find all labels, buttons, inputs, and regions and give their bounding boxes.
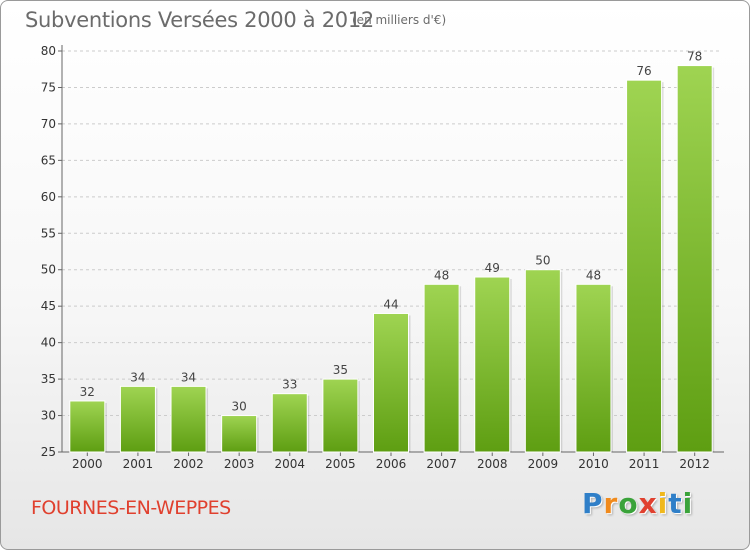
bar	[119, 385, 156, 453]
x-tick-label: 2005	[325, 457, 356, 471]
y-tick-label: 35	[41, 372, 56, 386]
y-tick-label: 60	[41, 190, 56, 204]
y-tick-label: 65	[41, 153, 56, 167]
data-label: 48	[586, 268, 601, 282]
data-label: 33	[282, 378, 297, 392]
bar	[221, 415, 258, 453]
tick-labels: 25 30 35 40 45 50 55 60 65 70 75 80 2000 2001 2002 2003…	[41, 44, 710, 471]
x-tick-label: 2009	[528, 457, 559, 471]
logo-letter: i	[657, 487, 669, 520]
x-tick-label: 2001	[123, 457, 154, 471]
x-tick-label: 2011	[629, 457, 660, 471]
x-tick-label: 2006	[376, 457, 407, 471]
bar	[474, 276, 511, 453]
y-tick-label: 50	[41, 263, 56, 277]
bar	[170, 385, 207, 453]
data-label: 44	[383, 297, 398, 311]
logo-letter: t	[668, 487, 683, 520]
data-label: 50	[535, 254, 550, 268]
bar	[423, 283, 460, 453]
x-tick-label: 2004	[274, 457, 305, 471]
chart-title: Subventions Versées 2000 à 2012	[25, 8, 374, 32]
bar	[676, 65, 713, 453]
data-label: 78	[687, 50, 702, 64]
bar	[69, 400, 106, 453]
y-tick-label: 45	[41, 299, 56, 313]
data-label: 76	[636, 64, 651, 78]
x-tick-label: 2010	[578, 457, 609, 471]
data-labels: 32 34 34 30 33 35 44 48 49 50 48 76 78	[80, 50, 703, 414]
chart-unit: (en milliers d'€)	[352, 13, 447, 27]
y-tick-label: 55	[41, 226, 56, 240]
logo-letter: o	[618, 487, 639, 520]
data-label: 34	[181, 370, 196, 384]
y-tick-label: 30	[41, 409, 56, 423]
bar	[271, 393, 308, 453]
data-label: 34	[130, 370, 145, 384]
proxiti-logo: Proxiti	[582, 487, 693, 520]
data-label: 49	[485, 261, 500, 275]
bars	[69, 65, 715, 453]
x-tick-label: 2003	[224, 457, 255, 471]
x-tick-label: 2012	[679, 457, 710, 471]
bar	[373, 312, 409, 453]
logo-letter: r	[603, 487, 619, 520]
bar	[524, 269, 561, 453]
logo-letter: P	[582, 487, 604, 520]
x-tick-label: 2000	[72, 457, 103, 471]
logo-letter: i	[682, 487, 694, 520]
data-label: 35	[333, 363, 348, 377]
bar	[575, 283, 612, 453]
bar	[322, 378, 359, 453]
data-label: 30	[232, 400, 247, 414]
y-tick-label: 70	[41, 117, 56, 131]
y-tick-label: 75	[41, 80, 56, 94]
data-label: 48	[434, 268, 449, 282]
logo-letter: x	[638, 487, 658, 520]
commune-name: FOURNES-EN-WEPPES	[31, 497, 231, 519]
y-tick-label: 40	[41, 336, 56, 350]
x-tick-label: 2007	[426, 457, 457, 471]
bar	[626, 79, 663, 453]
data-label: 32	[80, 385, 95, 399]
x-tick-label: 2002	[173, 457, 204, 471]
x-tick-label: 2008	[477, 457, 508, 471]
y-tick-label: 80	[41, 44, 56, 58]
y-tick-label: 25	[41, 445, 56, 459]
